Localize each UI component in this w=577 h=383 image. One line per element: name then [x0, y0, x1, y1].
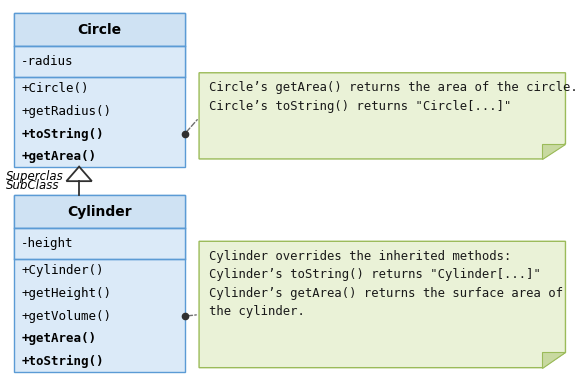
Text: Circle’s getArea() returns the area of the circle.
Circle’s toString() returns ": Circle’s getArea() returns the area of t…	[209, 81, 577, 113]
Polygon shape	[66, 167, 92, 181]
Polygon shape	[542, 352, 565, 368]
FancyBboxPatch shape	[14, 195, 185, 228]
Text: Cylinder overrides the inherited methods:
Cylinder’s toString() returns "Cylinde: Cylinder overrides the inherited methods…	[209, 250, 564, 318]
Text: Superclas: Superclas	[6, 170, 63, 183]
Polygon shape	[199, 241, 565, 368]
Text: Cylinder: Cylinder	[67, 205, 132, 219]
FancyBboxPatch shape	[14, 13, 185, 46]
Text: +getArea(): +getArea()	[21, 332, 96, 345]
Text: +Cylinder(): +Cylinder()	[21, 264, 104, 277]
Text: +getArea(): +getArea()	[21, 150, 96, 163]
Text: +getVolume(): +getVolume()	[21, 309, 111, 322]
Text: SubClass: SubClass	[6, 179, 59, 192]
Polygon shape	[199, 73, 565, 159]
Text: +toString(): +toString()	[21, 355, 104, 368]
FancyBboxPatch shape	[14, 13, 185, 167]
Polygon shape	[542, 144, 565, 159]
Text: +getRadius(): +getRadius()	[21, 105, 111, 118]
Text: -radius: -radius	[21, 55, 74, 68]
Text: -height: -height	[21, 237, 74, 250]
Text: +toString(): +toString()	[21, 128, 104, 141]
FancyBboxPatch shape	[14, 46, 185, 77]
Text: Circle: Circle	[77, 23, 122, 37]
FancyBboxPatch shape	[14, 228, 185, 259]
FancyBboxPatch shape	[14, 195, 185, 372]
Text: +getHeight(): +getHeight()	[21, 287, 111, 300]
Text: +Circle(): +Circle()	[21, 82, 89, 95]
